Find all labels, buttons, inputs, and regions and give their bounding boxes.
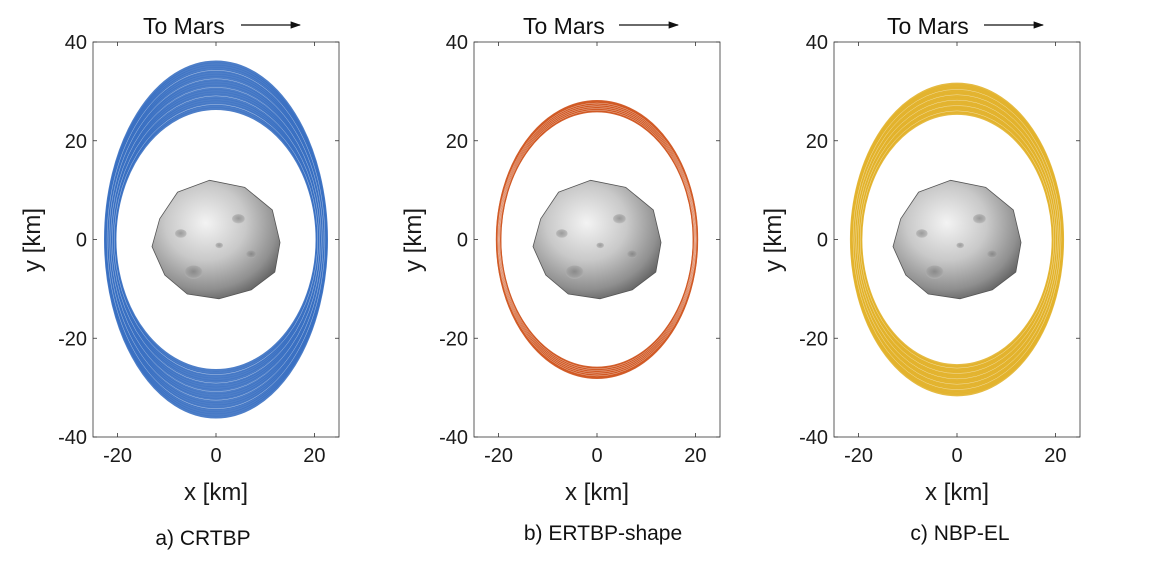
orbit-gap-1 xyxy=(499,108,695,371)
y-tick-label: 40 xyxy=(446,32,468,54)
orbit-gap-2 xyxy=(110,87,322,392)
panel-b-orbit-band xyxy=(495,99,699,380)
orbit-gap-3 xyxy=(854,94,1060,385)
y-tick-label: -20 xyxy=(439,328,468,350)
y-tick-label: 0 xyxy=(817,230,828,252)
panel-b-to-mars-label: To Mars xyxy=(523,13,605,39)
panel-a-ticks: -20 0 20 40 20 0 -20 -40 xyxy=(58,32,339,467)
y-tick-label: -20 xyxy=(799,328,828,350)
y-tick-label: 0 xyxy=(76,230,87,252)
moon-crater-2 xyxy=(916,229,928,238)
panel-b-xlabel: x [km] xyxy=(565,479,629,506)
x-tick-label: 20 xyxy=(1044,445,1066,467)
y-tick-label: 0 xyxy=(457,230,468,252)
panel-a-xlabel: x [km] xyxy=(184,479,248,506)
x-tick-label: -20 xyxy=(103,445,132,467)
x-tick-label: -20 xyxy=(484,445,513,467)
orbit-gap-4 xyxy=(106,70,326,409)
moon-crater-2 xyxy=(556,229,568,238)
panel-c-to-mars-label: To Mars xyxy=(887,13,969,39)
orbit-gap-0 xyxy=(114,104,318,375)
panel-a-caption: a) CRTBP xyxy=(155,527,250,550)
panel-a-to-mars-label: To Mars xyxy=(143,13,225,39)
moon-crater-1 xyxy=(232,214,245,224)
panel-b-caption: b) ERTBP-shape xyxy=(524,522,682,545)
y-tick-label: -40 xyxy=(799,427,828,449)
orbit-gap-1 xyxy=(858,105,1056,374)
moon-crater-3 xyxy=(246,250,257,259)
moon-body xyxy=(151,179,281,300)
orbit-trajectory-21 xyxy=(104,60,328,419)
panel-a-orbit-band xyxy=(104,60,328,419)
x-tick-label: 0 xyxy=(951,445,962,467)
orbit-gap-4 xyxy=(497,102,697,377)
panel-a-ylabel: y [km] xyxy=(19,208,46,272)
x-tick-label: 0 xyxy=(210,445,221,467)
x-tick-label: -20 xyxy=(844,445,873,467)
y-tick-label: 20 xyxy=(806,131,828,153)
orbit-gap-2 xyxy=(856,99,1058,380)
y-tick-label: -40 xyxy=(58,427,87,449)
panel-c-ylabel: y [km] xyxy=(760,208,787,272)
moon-crater-4 xyxy=(596,242,604,249)
y-tick-label: -20 xyxy=(58,328,87,350)
moon-crater-0 xyxy=(925,265,944,279)
moon-body xyxy=(892,179,1022,300)
panel-b-ylabel: y [km] xyxy=(400,208,427,272)
panel-c-orbit-band xyxy=(849,82,1065,397)
x-tick-label: 0 xyxy=(591,445,602,467)
y-tick-label: 40 xyxy=(806,32,828,54)
orbit-trajectory-21 xyxy=(849,82,1065,397)
moon-crater-3 xyxy=(627,250,638,259)
moon-crater-4 xyxy=(215,242,223,249)
y-tick-label: 40 xyxy=(65,32,87,54)
panel-c-ticks: -20 0 20 40 20 0 -20 -40 xyxy=(799,32,1080,467)
panel-a-moon xyxy=(151,179,281,300)
y-tick-label: 20 xyxy=(446,131,468,153)
orbit-gap-3 xyxy=(108,78,324,401)
panel-b-moon xyxy=(532,179,662,300)
orbit-trajectory-21 xyxy=(495,99,699,380)
moon-crater-3 xyxy=(987,250,998,259)
moon-crater-2 xyxy=(175,229,187,238)
moon-crater-1 xyxy=(613,214,626,224)
orbit-gap-0 xyxy=(859,110,1055,369)
y-tick-label: 20 xyxy=(65,131,87,153)
orbit-gap-3 xyxy=(497,104,697,375)
moon-crater-0 xyxy=(184,265,203,279)
panel-c-moon xyxy=(892,179,1022,300)
orbit-gap-0 xyxy=(499,109,695,370)
moon-crater-1 xyxy=(973,214,986,224)
orbit-gap-4 xyxy=(852,89,1062,390)
moon-crater-0 xyxy=(565,265,584,279)
x-tick-label: 20 xyxy=(303,445,325,467)
x-tick-label: 20 xyxy=(684,445,706,467)
y-tick-label: -40 xyxy=(439,427,468,449)
panel-c-caption: c) NBP-EL xyxy=(910,522,1009,545)
orbit-gap-2 xyxy=(498,106,696,373)
moon-crater-4 xyxy=(956,242,964,249)
panel-b-ticks: -20 0 20 40 20 0 -20 -40 xyxy=(439,32,720,467)
orbit-gap-1 xyxy=(112,95,320,384)
moon-body xyxy=(532,179,662,300)
panel-c-xlabel: x [km] xyxy=(925,479,989,506)
